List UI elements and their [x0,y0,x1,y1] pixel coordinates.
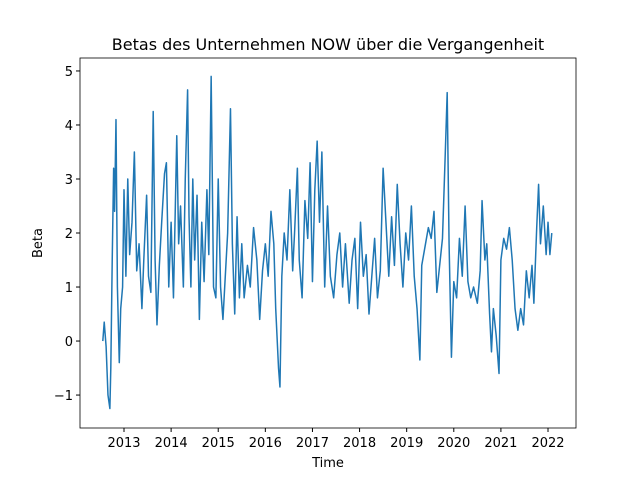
x-tick-label: 2022 [531,436,564,451]
x-tick-label: 2018 [343,436,376,451]
x-tick-label: 2014 [155,436,188,451]
chart-title: Betas des Unternehmen NOW über die Verga… [112,35,544,54]
y-tick-label: 0 [65,335,73,350]
x-tick-label: 2021 [484,436,517,451]
x-tick-label: 2016 [249,436,282,451]
data-line [102,75,553,410]
y-tick-label: 1 [65,281,73,296]
y-tick-label: −1 [54,389,73,404]
x-tick-label: 2017 [296,436,329,451]
x-tick-label: 2015 [202,436,235,451]
x-tick-label: 2013 [107,436,140,451]
x-axis-label: Time [311,456,344,471]
x-tick-label: 2020 [437,436,470,451]
y-tick-label: 5 [65,65,73,80]
y-axis-label: Beta [31,228,46,258]
x-tick-label: 2019 [390,436,423,451]
y-tick-label: 4 [65,119,73,134]
y-tick-label: 2 [65,227,73,242]
y-tick-label: 3 [65,173,73,188]
plot-frame [79,57,577,429]
